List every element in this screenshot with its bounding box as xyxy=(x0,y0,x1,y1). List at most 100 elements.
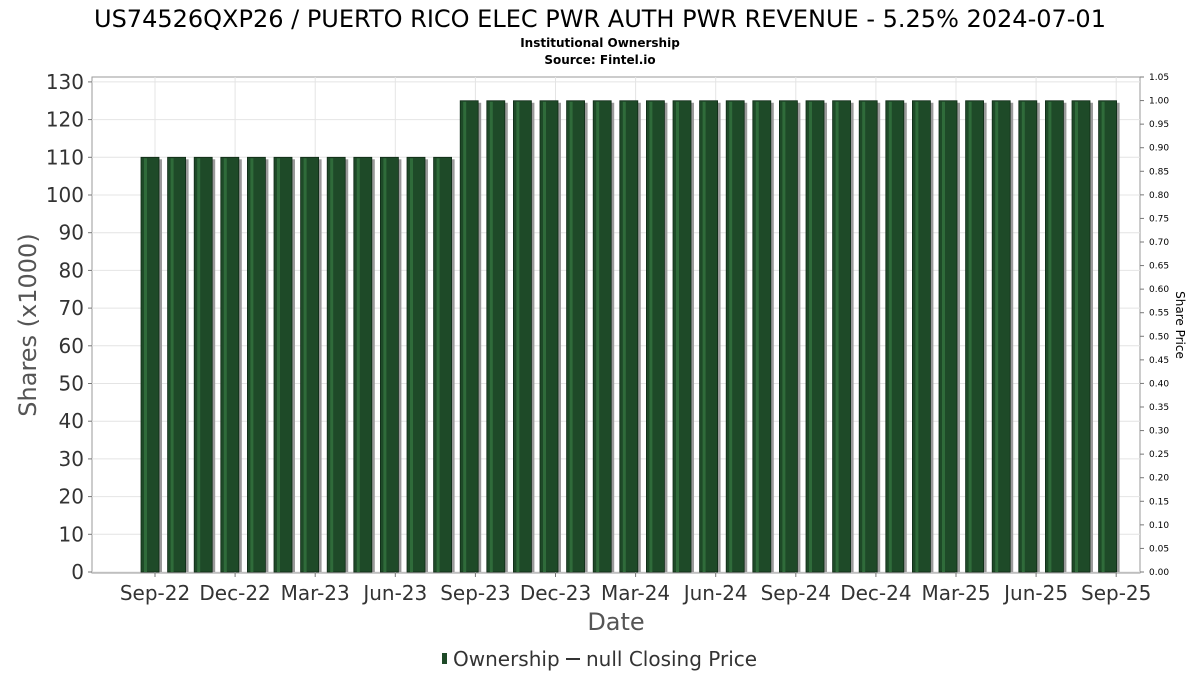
left-tick-label: 100 xyxy=(46,183,84,207)
ownership-bar xyxy=(858,100,878,573)
chart-subtitle: Institutional Ownership xyxy=(520,36,680,50)
ownership-bar xyxy=(699,100,718,573)
left-tick-label: 10 xyxy=(59,522,84,546)
ownership-bar xyxy=(326,156,346,573)
left-tick-label: 40 xyxy=(59,409,84,433)
ownership-bar xyxy=(433,156,453,573)
legend: Ownership null Closing Price xyxy=(442,647,757,671)
bar-highlight xyxy=(622,101,626,572)
ownership-bar xyxy=(353,156,373,573)
ownership-bar xyxy=(513,100,532,573)
ownership-bar xyxy=(885,100,905,573)
bar-highlight xyxy=(1101,101,1105,572)
x-axis-label: Date xyxy=(587,608,644,636)
right-tick-label: 0.20 xyxy=(1149,474,1169,484)
bar-highlight xyxy=(250,158,254,573)
ownership-bar xyxy=(619,100,639,573)
right-tick-label: 1.05 xyxy=(1149,73,1169,83)
right-tick-label: 0.05 xyxy=(1149,544,1169,554)
ownership-bar xyxy=(273,156,293,573)
ownership-bar xyxy=(1018,100,1038,573)
x-axis: Sep-22 Dec-22 Mar-23 Jun-23 Sep-23 Dec-23 Mar-… xyxy=(120,573,1151,605)
bar-highlight xyxy=(170,158,174,573)
left-tick-label: 110 xyxy=(46,145,84,169)
ownership-bar xyxy=(486,100,506,573)
bar-highlight xyxy=(1075,101,1078,572)
ownership-bar xyxy=(832,100,851,573)
left-tick-label: 50 xyxy=(59,372,84,396)
x-tick-label: Sep-24 xyxy=(761,581,831,605)
left-tick-label: 90 xyxy=(59,221,84,245)
bar-highlight xyxy=(330,158,334,573)
ownership-bar xyxy=(779,100,798,573)
bar-highlight xyxy=(463,101,467,572)
left-tick-label: 70 xyxy=(59,296,84,320)
left-tick-label: 80 xyxy=(59,258,84,282)
right-tick-label: 1.00 xyxy=(1149,97,1169,107)
ownership-bar xyxy=(459,100,479,573)
right-y-axis: 0.00 0.05 0.10 0.15 0.20 0.25 0.30 0.35 0.40 0.45… xyxy=(1140,73,1169,578)
bar-highlight xyxy=(383,158,387,573)
bar-highlight xyxy=(197,158,201,573)
x-tick-label: Dec-23 xyxy=(520,581,591,605)
right-y-axis-label: Share Price xyxy=(1173,291,1187,359)
ownership-bar xyxy=(1045,100,1064,573)
bar-highlight xyxy=(569,101,573,572)
left-tick-label: 130 xyxy=(46,70,84,94)
legend-ownership-label: Ownership xyxy=(453,647,560,671)
right-tick-label: 0.00 xyxy=(1149,568,1169,578)
right-tick-label: 0.15 xyxy=(1149,497,1169,507)
bar-highlight xyxy=(144,158,147,573)
bar-highlight xyxy=(303,158,307,573)
chart-source: Source: Fintel.io xyxy=(544,53,655,67)
bar-highlight xyxy=(436,158,440,573)
ownership-bar xyxy=(1071,100,1091,573)
bar-highlight xyxy=(809,101,812,572)
ownership-bar xyxy=(646,100,665,573)
ownership-bar xyxy=(167,156,187,573)
bar-highlight xyxy=(543,101,546,572)
right-tick-label: 0.25 xyxy=(1149,450,1169,460)
legend-ownership-swatch xyxy=(442,653,447,664)
left-y-axis: 0 10 20 30 40 50 60 70 80 90 100 110 120 130 xyxy=(46,70,92,584)
right-tick-label: 0.55 xyxy=(1149,309,1169,319)
ownership-bar xyxy=(991,100,1011,573)
x-tick-label: Mar-23 xyxy=(281,581,350,605)
ownership-bar xyxy=(805,100,825,573)
bar-highlight xyxy=(277,158,280,573)
ownership-bar xyxy=(246,156,266,573)
ownership-bar xyxy=(220,156,240,573)
left-tick-label: 20 xyxy=(59,485,84,509)
bar-highlight xyxy=(995,101,999,572)
bar-highlight xyxy=(410,158,413,573)
x-tick-label: Dec-22 xyxy=(199,581,270,605)
bar-highlight xyxy=(1048,101,1052,572)
right-tick-label: 0.35 xyxy=(1149,403,1169,413)
bar-highlight xyxy=(1021,101,1025,572)
ownership-bar xyxy=(406,156,426,573)
bar-highlight xyxy=(915,101,919,572)
x-tick-label: Dec-24 xyxy=(840,581,911,605)
x-tick-label: Jun-24 xyxy=(682,581,748,605)
x-tick-label: Mar-25 xyxy=(921,581,990,605)
bar-highlight xyxy=(968,101,972,572)
right-tick-label: 0.95 xyxy=(1149,120,1169,130)
bar-highlight xyxy=(782,101,786,572)
x-tick-label: Jun-25 xyxy=(1002,581,1068,605)
right-tick-label: 0.45 xyxy=(1149,356,1169,366)
bar-highlight xyxy=(489,101,493,572)
ownership-bar xyxy=(193,156,213,573)
right-tick-label: 0.85 xyxy=(1149,167,1169,177)
right-tick-label: 0.10 xyxy=(1149,521,1169,531)
ownership-bar xyxy=(300,156,320,573)
bar-highlight xyxy=(649,101,653,572)
bar-highlight xyxy=(676,101,679,572)
bar-highlight xyxy=(596,101,600,572)
bar-highlight xyxy=(755,101,759,572)
ownership-bar xyxy=(938,100,958,573)
x-tick-label: Sep-23 xyxy=(440,581,510,605)
x-tick-label: Sep-22 xyxy=(120,581,190,605)
bar-highlight xyxy=(729,101,733,572)
x-tick-label: Mar-24 xyxy=(601,581,670,605)
